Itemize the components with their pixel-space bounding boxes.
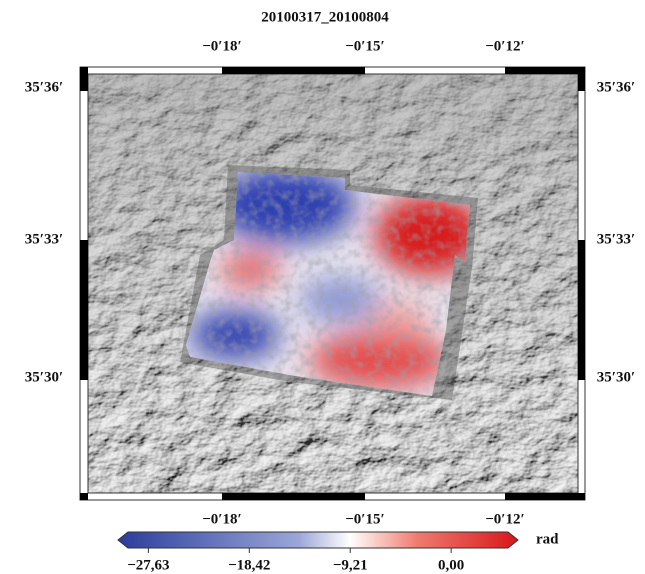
x-tick-label: −0′12′ [485,38,525,54]
x-tick-label: −0′12′ [485,511,525,527]
x-tick-label: −0′15′ [345,38,385,54]
colorbar-tick-label: −18,42 [228,557,270,573]
colorbar: rad [118,531,559,548]
title: 20100317_20100804 [261,9,389,25]
y-tick-label: 35′33′ [597,231,635,247]
y-tick-label: 35′30′ [597,369,635,385]
x-tick-label: −0′18′ [202,511,242,527]
page: {"title": "20100317_20100804", "map": { … [0,0,645,574]
map-figure: 20100317_20100804 −0′18′ [0,0,645,574]
y-tick-label: 35′33′ [25,231,63,247]
colorbar-tick-label: 0,00 [438,557,464,573]
colorbar-tick-label: −27,63 [127,557,169,573]
x-tick-label: −0′15′ [345,511,385,527]
y-tick-label: 35′36′ [25,79,63,95]
x-tick-label: −0′18′ [202,38,242,54]
colorbar-tick-label: −9,21 [333,557,368,573]
y-tick-label: 35′30′ [25,369,63,385]
y-tick-label: 35′36′ [597,79,635,95]
colorbar-unit: rad [536,531,559,547]
